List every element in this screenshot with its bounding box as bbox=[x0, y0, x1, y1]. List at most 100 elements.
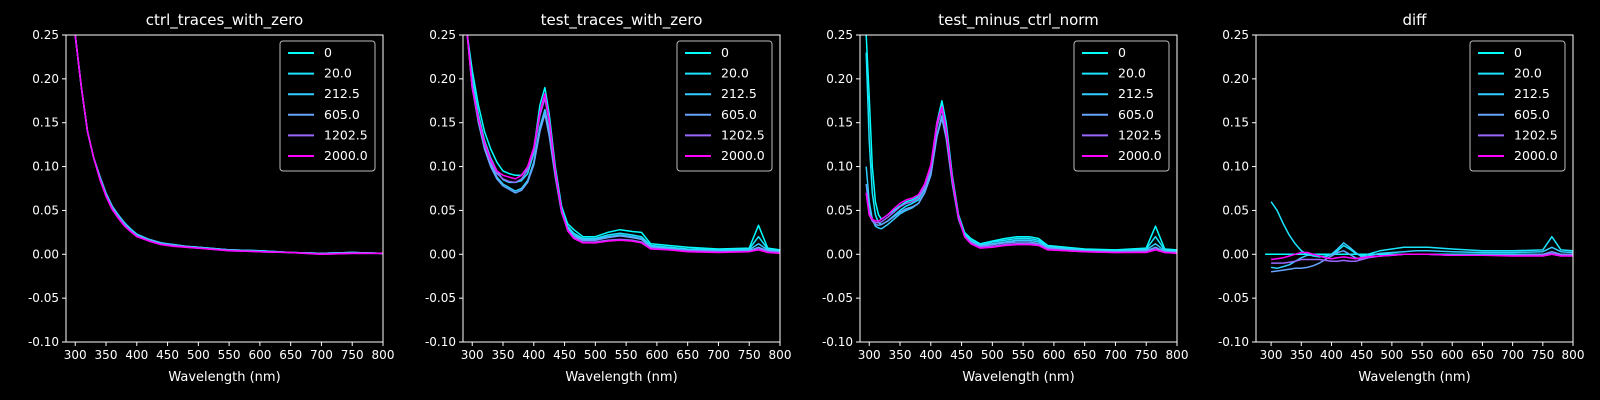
x-axis-label: Wavelength (nm) bbox=[1358, 370, 1470, 385]
plot-area bbox=[74, 35, 383, 256]
x-tick-label: 550 bbox=[1012, 348, 1035, 362]
legend-label: 1202.5 bbox=[1118, 127, 1162, 142]
legend-label: 2000.0 bbox=[721, 148, 765, 163]
y-tick-label: -0.10 bbox=[28, 335, 59, 349]
series-line-212.5 bbox=[1270, 242, 1573, 270]
legend-label: 605.0 bbox=[721, 107, 757, 122]
y-tick-label: 0.00 bbox=[1222, 247, 1249, 261]
legend-label: 605.0 bbox=[1118, 107, 1154, 122]
x-tick-label: 550 bbox=[615, 348, 638, 362]
y-tick-label: 0.15 bbox=[1222, 116, 1249, 130]
series-line-2000.0 bbox=[1271, 251, 1573, 261]
y-tick-label: 0.00 bbox=[429, 247, 456, 261]
legend-label: 0 bbox=[1514, 45, 1522, 60]
y-tick-label: 0.25 bbox=[826, 28, 853, 42]
y-tick-label: 0.10 bbox=[429, 160, 456, 174]
x-tick-label: 700 bbox=[707, 348, 730, 362]
y-tick-label: 0.00 bbox=[32, 247, 59, 261]
y-tick-label: 0.05 bbox=[826, 203, 853, 217]
legend-label: 212.5 bbox=[1514, 86, 1550, 101]
y-tick-label: 0.15 bbox=[32, 116, 59, 130]
x-axis-label: Wavelength (nm) bbox=[962, 370, 1074, 385]
axes-frame bbox=[1255, 34, 1574, 343]
x-tick-label: 600 bbox=[1042, 348, 1065, 362]
legend-label: 605.0 bbox=[324, 107, 360, 122]
y-tick-label: -0.10 bbox=[425, 335, 456, 349]
y-tick-label: 0.05 bbox=[32, 203, 59, 217]
axes-frame bbox=[65, 34, 384, 343]
x-tick-label: 450 bbox=[553, 348, 576, 362]
legend: 0 20.0 212.5 605.0 1202.5 2000.0 bbox=[1073, 40, 1170, 172]
x-tick-label: 350 bbox=[95, 348, 118, 362]
y-tick-label: 0.25 bbox=[429, 28, 456, 42]
x-tick-label: 800 bbox=[1166, 348, 1189, 362]
x-tick-label: 800 bbox=[1562, 348, 1585, 362]
y-tick-label: 0.00 bbox=[826, 247, 853, 261]
chart-panel-1: ctrl_traces_with_zero 300 350 400 450 500 550 6… bbox=[28, 11, 395, 385]
legend-label: 0 bbox=[721, 45, 729, 60]
series-line-20.0 bbox=[1270, 201, 1573, 258]
series-line-2000.0 bbox=[865, 106, 1177, 255]
x-tick-label: 750 bbox=[1135, 348, 1158, 362]
y-tick-label: 0.05 bbox=[1222, 203, 1249, 217]
x-tick-label: 350 bbox=[492, 348, 515, 362]
legend: 0 20.0 212.5 605.0 1202.5 2000.0 bbox=[279, 40, 376, 172]
x-tick-label: 300 bbox=[1260, 348, 1283, 362]
y-tick-label: -0.05 bbox=[822, 291, 853, 305]
legend-label: 0 bbox=[1118, 45, 1126, 60]
y-tick-label: 0.25 bbox=[32, 28, 59, 42]
legend-label: 2000.0 bbox=[1118, 148, 1162, 163]
x-tick-label: 400 bbox=[125, 348, 148, 362]
y-tick-label: 0.20 bbox=[429, 72, 456, 86]
x-tick-label: 300 bbox=[64, 348, 87, 362]
axes-frame bbox=[462, 34, 781, 343]
x-tick-label: 500 bbox=[187, 348, 210, 362]
plot-area bbox=[865, 35, 1177, 255]
y-tick-label: -0.05 bbox=[28, 291, 59, 305]
x-tick-label: 400 bbox=[919, 348, 942, 362]
legend-label: 20.0 bbox=[324, 66, 352, 81]
x-axis-label: Wavelength (nm) bbox=[168, 370, 280, 385]
x-tick-label: 550 bbox=[1411, 348, 1434, 362]
legend-label: 20.0 bbox=[721, 66, 749, 81]
x-tick-label: 600 bbox=[645, 348, 668, 362]
x-tick-label: 500 bbox=[981, 348, 1004, 362]
x-tick-label: 750 bbox=[738, 348, 761, 362]
y-tick-label: 0.20 bbox=[32, 72, 59, 86]
x-tick-label: 750 bbox=[1531, 348, 1554, 362]
chart-title: test_traces_with_zero bbox=[541, 11, 703, 30]
y-tick-label: -0.05 bbox=[425, 291, 456, 305]
x-tick-label: 800 bbox=[769, 348, 792, 362]
x-tick-label: 650 bbox=[1471, 348, 1494, 362]
legend-label: 212.5 bbox=[1118, 86, 1154, 101]
x-tick-label: 450 bbox=[156, 348, 179, 362]
legend-label: 1202.5 bbox=[721, 127, 765, 142]
x-tick-label: 650 bbox=[676, 348, 699, 362]
legend-label: 20.0 bbox=[1118, 66, 1146, 81]
x-tick-label: 400 bbox=[522, 348, 545, 362]
y-tick-label: -0.10 bbox=[1218, 335, 1249, 349]
legend-label: 1202.5 bbox=[324, 127, 368, 142]
x-tick-label: 600 bbox=[248, 348, 271, 362]
x-tick-label: 500 bbox=[584, 348, 607, 362]
legend-label: 1202.5 bbox=[1514, 127, 1558, 142]
chart-panel-4: diff 300 350 400 450 500 550 600 650 700 750 800 -0.… bbox=[1218, 11, 1585, 385]
x-tick-label: 450 bbox=[950, 348, 973, 362]
x-tick-label: 500 bbox=[1380, 348, 1403, 362]
y-tick-label: 0.10 bbox=[1222, 160, 1249, 174]
x-tick-label: 700 bbox=[310, 348, 333, 362]
x-tick-label: 750 bbox=[341, 348, 364, 362]
chart-title: ctrl_traces_with_zero bbox=[146, 11, 303, 30]
x-tick-label: 300 bbox=[461, 348, 484, 362]
y-tick-label: 0.25 bbox=[1222, 28, 1249, 42]
x-axis-label: Wavelength (nm) bbox=[565, 370, 677, 385]
series-line-2000.0 bbox=[466, 35, 780, 255]
x-tick-label: 450 bbox=[1350, 348, 1373, 362]
legend-label: 0 bbox=[324, 45, 332, 60]
legend-label: 212.5 bbox=[721, 86, 757, 101]
legend-label: 20.0 bbox=[1514, 66, 1542, 81]
series-line-2000.0 bbox=[74, 35, 383, 256]
plot-area bbox=[466, 35, 780, 255]
legend: 0 20.0 212.5 605.0 1202.5 2000.0 bbox=[676, 40, 773, 172]
